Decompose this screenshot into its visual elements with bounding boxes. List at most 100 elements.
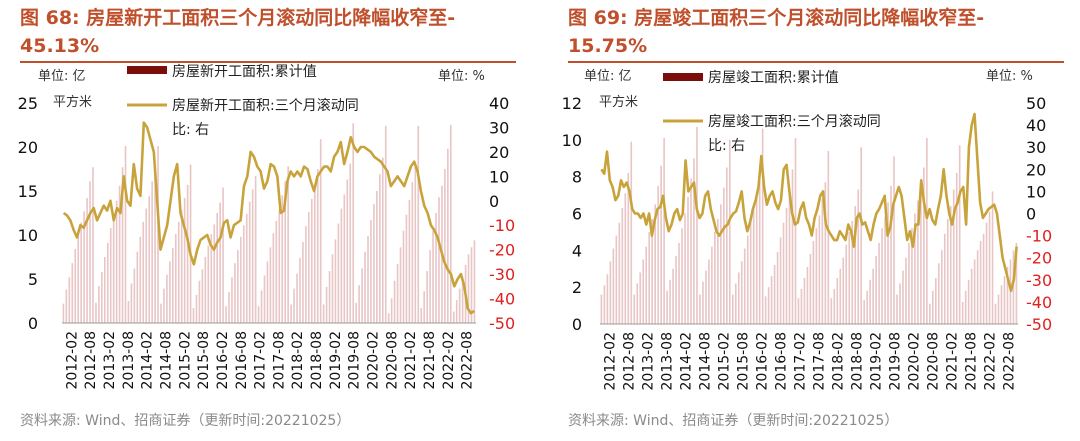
bar [216,213,218,323]
bar [133,268,136,323]
bar [985,222,988,324]
bar [183,198,186,323]
bar [600,294,603,324]
bar [821,198,824,324]
bar [455,300,458,323]
x-tick-label: 2021-08 [964,332,980,391]
bar [177,221,180,323]
bar [752,207,755,324]
bar [630,141,633,324]
bar [726,167,728,324]
bar [636,283,639,324]
bar [970,268,973,324]
bar [639,272,642,324]
y-tick-right: -50 [489,314,515,333]
bar [797,298,800,324]
bar [278,209,281,323]
bar [452,311,455,323]
bar [124,146,127,323]
bar [1015,242,1018,324]
y-tick-right: -50 [1026,315,1052,334]
bar [973,259,976,324]
bar [313,183,316,323]
y-tick-right: 0 [489,192,499,211]
y-tick-right: -40 [489,290,515,309]
bar [77,235,80,323]
bar [740,261,743,324]
x-tick-label: 2014-08 [159,331,175,390]
x-tick-label: 2020-02 [366,331,382,390]
bar [669,279,671,324]
series-line [600,112,1018,293]
chart-title: 图 68: 房屋新开工面积三个月滚动同比降幅收窄至- 45.13% [20,4,520,60]
bar [806,266,809,324]
x-tick-label: 2016-08 [774,332,790,391]
x-tick-label: 2014-08 [698,332,714,391]
x-tick-label: 2015-02 [717,332,733,391]
bar [390,298,393,323]
bar [260,290,263,323]
bar [127,301,130,323]
bar [160,303,162,323]
y-tick-right: 10 [489,167,509,186]
chart-source: 资料来源: Wind、招商证券（更新时间:20221025） [20,413,351,429]
bar [65,289,68,323]
bar [908,242,910,324]
bar [74,249,77,323]
legend-bar-label: 房屋新开工面积:累计值 [172,64,317,80]
y-tick-right: -20 [1026,249,1052,268]
x-tick-label: 2018-08 [850,332,866,391]
bar [902,270,904,324]
bar [86,198,88,323]
x-tick-label: 2017-02 [793,332,809,391]
bar [991,191,994,324]
legend-line-label-2: 比: 右 [172,122,209,138]
bar [988,211,991,324]
bar [672,268,674,324]
legend-bar-label: 房屋竣工面积:累计值 [708,70,839,86]
bar [370,220,372,323]
bar [737,272,740,324]
bar [696,126,698,324]
y-tick-right: 40 [1026,116,1046,135]
bar [1000,285,1003,324]
bar [237,249,239,323]
bar [352,123,355,324]
bar [708,259,710,324]
bar [308,212,310,323]
chart-69: 单位: 亿 平方米 单位: % 房屋竣工面积:累计值 房屋竣工面积:三个月滚动同… [562,69,1053,391]
bar [720,204,722,324]
bar [458,288,461,323]
bar [80,222,82,323]
bar [958,145,961,324]
bar [812,241,815,325]
y-tick-left: 0 [28,314,38,333]
bar [681,228,683,324]
bar [788,189,791,324]
bar [764,296,767,325]
bar [937,263,940,324]
bar [266,261,269,323]
chart-title: 图 69: 房屋竣工面积三个月滚动同比降幅收窄至- 15.75% [568,4,1068,60]
bar [940,250,943,324]
bar [157,146,159,323]
bar [839,268,842,324]
bar [776,252,779,324]
bar [166,274,168,323]
bar [872,268,874,324]
bar [290,304,292,323]
bar [432,230,434,323]
x-tick-label: 2013-02 [102,331,118,390]
bar [609,261,612,324]
bar [349,163,352,323]
bar [296,273,298,323]
y-tick-right: -20 [489,241,515,260]
bar [687,196,689,324]
bar [461,277,464,323]
bar [340,208,343,323]
bar [62,303,65,323]
x-tick-label: 2016-08 [234,331,250,390]
bar [770,276,773,324]
bar [663,137,665,324]
bar [842,257,845,324]
